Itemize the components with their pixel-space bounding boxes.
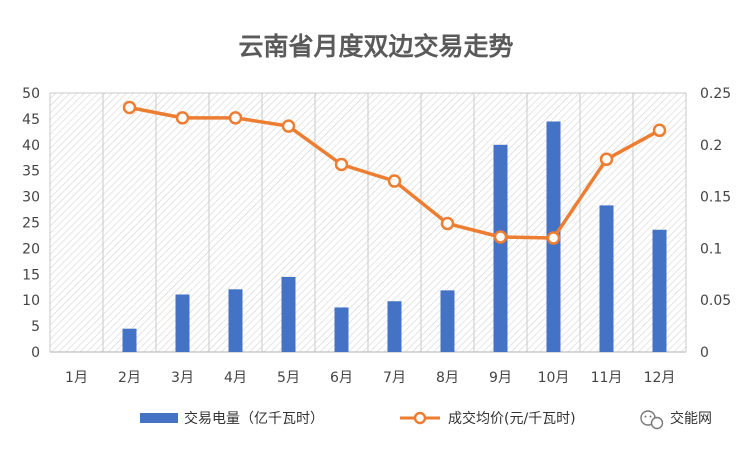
line-point	[122, 100, 137, 115]
y-left-tick-label: 10	[22, 293, 40, 309]
y-left-tick-label: 0	[31, 345, 40, 361]
x-tick-label: 1月	[65, 370, 88, 386]
wechat-icon	[640, 410, 664, 430]
y-left-tick-label: 35	[22, 164, 40, 180]
y-left-tick-label: 30	[22, 190, 40, 206]
bar	[493, 144, 508, 352]
legend: 交易电量（亿千瓦时） 成交均价(元/千瓦时)	[140, 410, 576, 427]
y-left-tick-label: 20	[22, 241, 40, 257]
bar	[122, 328, 137, 352]
x-tick-label: 6月	[330, 370, 353, 386]
line-point	[228, 111, 243, 125]
line-point	[652, 123, 667, 138]
x-tick-label: 8月	[436, 370, 459, 386]
x-tick-label: 4月	[224, 370, 247, 386]
chart-title: 云南省月度双边交易走势	[238, 32, 513, 61]
x-tick-label: 5月	[277, 370, 300, 386]
legend-bar-label: 交易电量（亿千瓦时）	[184, 410, 324, 427]
bar	[175, 294, 190, 352]
y-left-tick-label: 25	[22, 216, 40, 232]
x-axis: 1月 2月 3月 4月 5月 6月 7月 8月 9月 10月 11月 12月	[50, 351, 686, 386]
line-point	[175, 111, 190, 125]
bar	[599, 205, 614, 352]
y-left-tick-label: 5	[31, 319, 40, 335]
y-right-tick-label: 0.15	[700, 190, 731, 206]
x-tick-label: 10月	[538, 370, 570, 386]
line-point	[440, 216, 455, 231]
line-point	[387, 174, 402, 188]
x-tick-label: 11月	[591, 370, 623, 386]
gridlines	[49, 92, 687, 352]
y-left-tick-label: 50	[22, 86, 40, 102]
line-point	[546, 231, 561, 245]
y-right-tick-label: 0.05	[700, 293, 731, 309]
y-axis-left: 0 5 10 15 20 25 30 35 40 45 50	[22, 86, 40, 361]
watermark-text: 交能网	[670, 410, 712, 427]
y-axis-right: 0 0.05 0.1 0.15 0.2 0.25	[700, 86, 731, 361]
bar-series	[122, 121, 667, 353]
watermark: 交能网	[640, 410, 712, 430]
legend-line-marker	[413, 411, 427, 425]
y-left-tick-label: 45	[22, 112, 40, 128]
line-series	[122, 100, 667, 245]
x-tick-label: 12月	[644, 370, 676, 386]
bar	[228, 289, 243, 352]
y-right-tick-label: 0	[700, 345, 709, 361]
x-tick-label: 2月	[118, 370, 141, 386]
x-tick-label: 9月	[489, 370, 512, 386]
bar	[440, 290, 455, 352]
legend-bar-swatch	[140, 413, 178, 423]
y-right-tick-label: 0.2	[700, 138, 722, 154]
x-tick-label: 7月	[383, 370, 406, 386]
bar	[652, 229, 667, 352]
bar	[334, 307, 349, 352]
y-left-tick-label: 15	[22, 267, 40, 283]
line-point	[281, 119, 296, 133]
legend-line-label: 成交均价(元/千瓦时)	[448, 410, 576, 427]
y-left-tick-label: 40	[22, 138, 40, 154]
line-point	[334, 157, 349, 172]
line-point	[599, 152, 614, 167]
bar	[281, 276, 296, 352]
y-right-tick-label: 0.25	[700, 86, 731, 102]
y-right-tick-label: 0.1	[700, 241, 722, 257]
line-point	[493, 230, 508, 244]
bar	[387, 301, 402, 352]
x-tick-label: 3月	[171, 370, 194, 386]
